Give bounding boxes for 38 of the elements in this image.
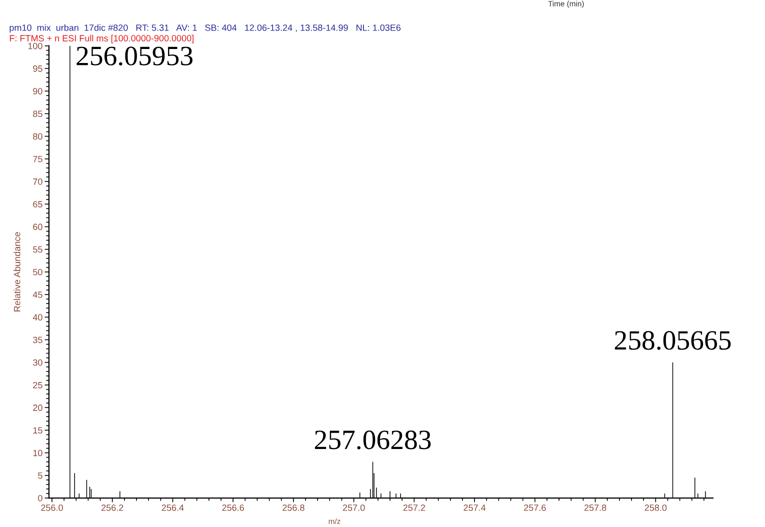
- x-tick-label: 257.4: [464, 504, 486, 511]
- y-tick-label: 20: [33, 404, 42, 411]
- y-tick-label: 30: [33, 359, 42, 366]
- x-tick-label: 256.2: [102, 504, 124, 511]
- x-tick-label: 257.8: [584, 504, 606, 511]
- y-tick-label: 85: [33, 110, 42, 118]
- y-tick-label: 90: [33, 88, 42, 94]
- x-tick-label: 256.4: [162, 504, 184, 511]
- y-tick-label: 40: [32, 314, 42, 321]
- y-tick-label: 50: [33, 268, 42, 276]
- y-tick-label: 65: [33, 201, 42, 208]
- annotation: 257.06283: [314, 430, 431, 450]
- y-tick-label: 10: [33, 450, 42, 456]
- x-tick-label: 256.0: [41, 504, 63, 511]
- y-tick-label: 15: [33, 427, 42, 434]
- y-tick-label: 95: [33, 65, 42, 72]
- annotation: 258.05665: [614, 331, 731, 350]
- x-tick-label: 257.6: [524, 504, 546, 511]
- y-tick-label: 70: [33, 178, 42, 185]
- x-tick-label: 257.0: [342, 504, 365, 511]
- y-tick-label: 55: [33, 246, 42, 253]
- annotation: 256.05953: [76, 46, 192, 66]
- x-tick-label: 256.8: [282, 504, 304, 511]
- y-tick-label: 5: [38, 472, 42, 479]
- y-tick-label: 0: [38, 494, 42, 502]
- y-axis-title: Relative Abundance: [14, 232, 20, 312]
- x-tick-label: 258.0: [644, 504, 667, 511]
- chart-subtitle: F: FTMS + n ESI Full ms [100.0000-900.0000]: [10, 34, 194, 44]
- y-tick-label: 75: [33, 156, 42, 162]
- y-tick-label: 80: [33, 133, 42, 140]
- chart-title: pm10 mix urban 17dic #820 RT: 5.31 AV: 1 SB: 404 12.06-13.24 , 13.58-14.99 NL: 1.03E6: [10, 24, 401, 33]
- y-tick-label: 100: [28, 42, 42, 50]
- y-tick-label: 25: [33, 382, 42, 388]
- y-tick-label: 45: [32, 292, 42, 298]
- x-tick-label: 257.2: [403, 504, 426, 511]
- x-tick-label: 256.6: [222, 504, 244, 511]
- y-tick-label: 60: [33, 224, 42, 230]
- y-tick-label: 35: [33, 336, 42, 344]
